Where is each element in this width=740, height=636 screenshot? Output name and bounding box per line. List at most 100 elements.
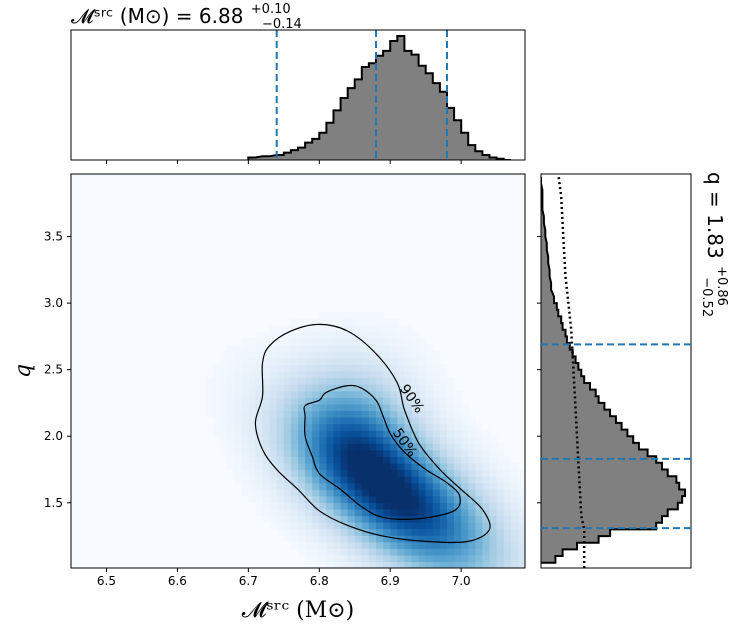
density-heatmap xyxy=(205,311,525,568)
heatmap-cell xyxy=(383,436,391,444)
heatmap-cell xyxy=(411,469,420,477)
heatmap-cell xyxy=(361,351,370,359)
heatmap-cell xyxy=(368,416,377,425)
contour-50pct xyxy=(303,384,461,520)
top-title-sup: +0.10 xyxy=(251,2,291,17)
heatmap-cell xyxy=(461,495,469,503)
heatmap-cell xyxy=(347,430,356,438)
heatmap-cell xyxy=(354,318,363,326)
heatmap-cell xyxy=(312,528,320,536)
heatmap-cell xyxy=(397,357,405,366)
heatmap-cell xyxy=(397,502,405,510)
heatmap-cell xyxy=(496,541,505,549)
heatmap-cell xyxy=(347,502,356,510)
heatmap-cell xyxy=(255,430,264,438)
heatmap-cell xyxy=(361,377,370,385)
heatmap-cell xyxy=(475,476,484,484)
heatmap-cell xyxy=(319,430,327,438)
heatmap-cell xyxy=(390,561,398,568)
heatmap-cell xyxy=(333,423,342,431)
heatmap-cell xyxy=(368,364,377,372)
heatmap-cell xyxy=(312,403,320,411)
heatmap-cell xyxy=(368,325,377,333)
heatmap-cell xyxy=(454,476,462,484)
heatmap-cell xyxy=(234,449,242,457)
heatmap-cell xyxy=(439,390,448,398)
heatmap-cell xyxy=(446,548,455,556)
heatmap-cell xyxy=(340,397,349,405)
heatmap-cell xyxy=(333,482,342,490)
heatmap-cell xyxy=(319,541,327,549)
heatmap-cell xyxy=(468,489,476,497)
heatmap-cell xyxy=(248,443,257,451)
heatmap-cell xyxy=(234,364,242,372)
heatmap-cell xyxy=(305,325,313,333)
right-prior-dotted xyxy=(557,174,586,568)
heatmap-cell xyxy=(510,489,519,497)
heatmap-cell xyxy=(390,377,398,385)
heatmap-cell xyxy=(432,508,441,517)
heatmap-cell xyxy=(368,377,377,385)
heatmap-cell xyxy=(298,515,306,523)
top-title-main: 𝓜ˢʳᶜ (M⊙) = 6.88 xyxy=(71,4,243,28)
heatmap-cell xyxy=(326,397,335,405)
heatmap-cell xyxy=(326,469,335,477)
heatmap-cell xyxy=(333,410,342,418)
heatmap-cell xyxy=(418,522,427,530)
heatmap-cell xyxy=(312,357,320,366)
heatmap-cell xyxy=(517,561,525,568)
heatmap-cell xyxy=(290,423,299,431)
heatmap-cell xyxy=(411,495,420,503)
heatmap-cell xyxy=(368,469,377,477)
heatmap-cell xyxy=(404,528,413,536)
heatmap-cell xyxy=(298,541,306,549)
heatmap-cell xyxy=(283,449,292,457)
heatmap-cell xyxy=(418,554,427,563)
heatmap-cell xyxy=(418,449,427,457)
heatmap-cell xyxy=(305,482,313,490)
heatmap-cell xyxy=(439,489,448,497)
heatmap-cell xyxy=(411,535,420,543)
heatmap-cell xyxy=(503,482,512,490)
heatmap-cell xyxy=(290,364,299,372)
heatmap-cell xyxy=(248,423,257,431)
heatmap-cell xyxy=(439,561,448,568)
contour-lines xyxy=(254,323,491,544)
heatmap-cell xyxy=(489,476,498,484)
heatmap-cell xyxy=(404,364,413,372)
heatmap-cell xyxy=(234,351,242,359)
main-frame xyxy=(70,173,526,569)
heatmap-cell xyxy=(241,397,249,405)
heatmap-cell xyxy=(333,430,342,438)
heatmap-cell xyxy=(404,338,413,346)
heatmap-cell xyxy=(276,495,285,503)
heatmap-cell xyxy=(219,403,228,411)
heatmap-cell xyxy=(319,462,327,471)
heatmap-cell xyxy=(446,515,455,523)
heatmap-cell xyxy=(326,535,335,543)
heatmap-cell xyxy=(241,436,249,444)
heatmap-cell xyxy=(305,397,313,405)
heatmap-cell xyxy=(390,384,398,392)
heatmap-cell xyxy=(361,344,370,352)
heatmap-cell xyxy=(234,416,242,425)
heatmap-cell xyxy=(298,338,306,346)
heatmap-cell xyxy=(305,357,313,366)
heatmap-cell xyxy=(340,416,349,425)
heatmap-cell xyxy=(255,410,264,418)
heatmap-cell xyxy=(354,423,363,431)
heatmap-cell xyxy=(432,351,441,359)
heatmap-cell xyxy=(283,331,292,339)
heatmap-cell xyxy=(404,469,413,477)
heatmap-cell xyxy=(439,371,448,379)
heatmap-cell xyxy=(482,515,491,523)
heatmap-cell xyxy=(227,357,235,366)
heatmap-cell xyxy=(432,357,441,366)
heatmap-cell xyxy=(276,364,285,372)
heatmap-cell xyxy=(354,390,363,398)
heatmap-cell xyxy=(276,371,285,379)
heatmap-cell xyxy=(404,430,413,438)
heatmap-cell xyxy=(234,456,242,464)
heatmap-cell xyxy=(347,515,356,523)
heatmap-cell xyxy=(503,535,512,543)
